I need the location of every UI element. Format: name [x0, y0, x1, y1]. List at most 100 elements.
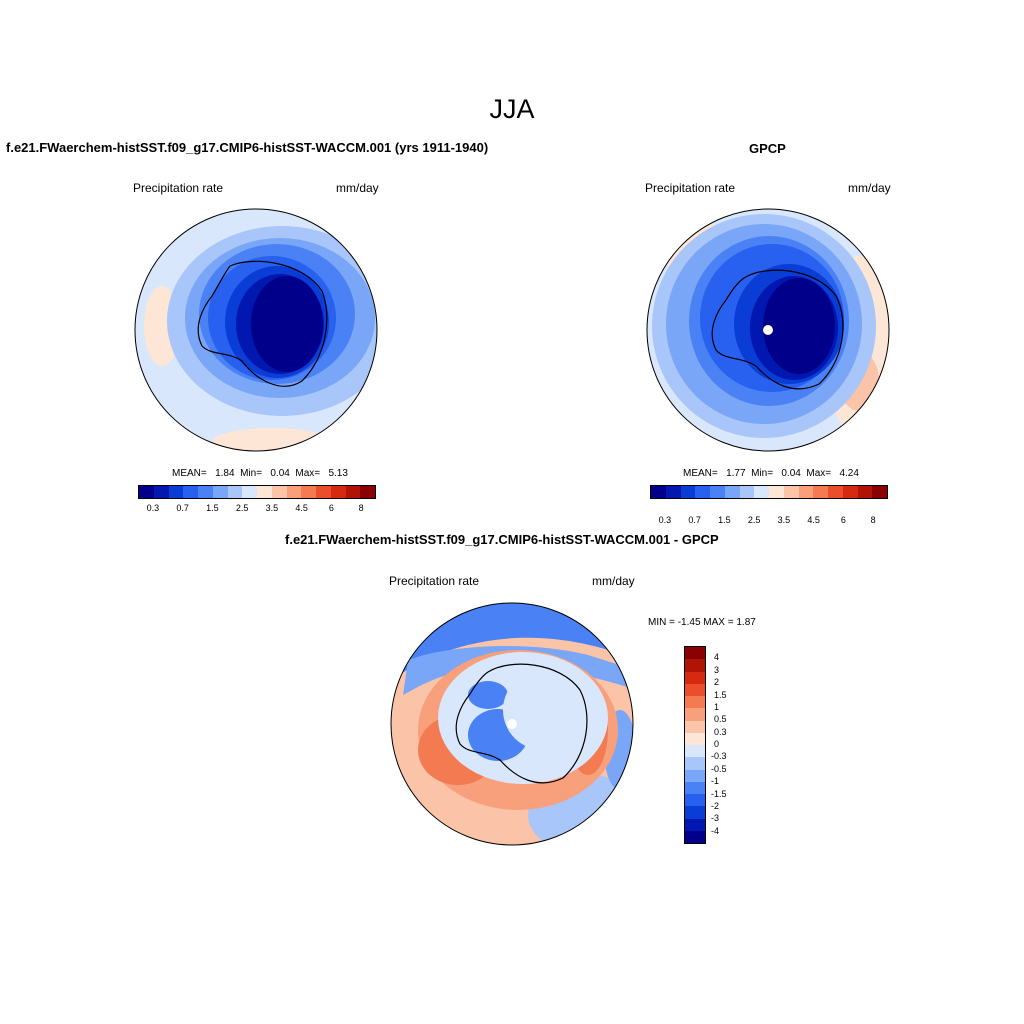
pole-missing-data: [763, 325, 773, 335]
colorbar-swatch: [685, 683, 705, 696]
colorbar-swatch: [739, 486, 755, 498]
colorbar-tick-label: -4: [711, 825, 720, 836]
precip-region: [251, 276, 323, 372]
colorbar-swatch: [710, 486, 725, 498]
colorbar-tick-label: 0.3: [658, 515, 672, 525]
colorbar-tick-label: 1: [714, 701, 720, 712]
precip-region: [503, 670, 583, 750]
colorbar-swatch: [724, 486, 740, 498]
left-colorbar-labels: 0.3 0.7 1.5 2.5 3.5 4.5 6 8: [138, 503, 374, 515]
colorbar-swatch: [242, 486, 257, 498]
left-variable-label: Precipitation rate: [133, 181, 224, 195]
colorbar-tick-label: 1.5: [206, 503, 219, 513]
colorbar-swatch: [227, 486, 243, 498]
colorbar-swatch: [316, 486, 331, 498]
left-colorbar: [138, 485, 376, 499]
right-colorbar-labels: 0.3 0.7 1.5 2.5 3.5 4.5 6 8: [650, 515, 886, 527]
diff-colorbar-labels: 4 3 2 1.5 1 0.5 0.3 0 -0.3 -0.5 -1 -1.5 -2 -3 -4: [711, 646, 751, 842]
left-units-label: mm/day: [336, 181, 379, 195]
map-border: [134, 208, 378, 452]
diff-colorbar: [684, 646, 706, 844]
right-colorbar: [650, 485, 888, 499]
colorbar-swatch: [685, 745, 705, 758]
colorbar-swatch: [665, 486, 681, 498]
colorbar-tick-label: 0: [714, 739, 720, 749]
colorbar-tick-label: -0.3: [711, 751, 727, 762]
colorbar-swatch: [345, 486, 361, 498]
colorbar-swatch: [685, 720, 705, 733]
colorbar-tick-label: 4.5: [807, 515, 820, 525]
colorbar-tick-label: 0.7: [176, 503, 189, 513]
diff-minmax: MIN = -1.45 MAX = 1.87: [648, 617, 756, 628]
colorbar-swatch: [685, 806, 705, 819]
colorbar-tick-label: 2.5: [235, 503, 249, 513]
colorbar-swatch: [685, 647, 705, 660]
colorbar-swatch: [330, 486, 346, 498]
colorbar-swatch: [813, 486, 828, 498]
colorbar-swatch: [685, 769, 705, 782]
precip-region: [391, 603, 633, 685]
colorbar-swatch: [685, 757, 705, 770]
colorbar-tick-label: -3: [711, 813, 720, 824]
colorbar-tick-label: 0.5: [714, 714, 727, 725]
pole-missing-data: [507, 719, 517, 729]
left-stats: MEAN= 1.84 Min= 0.04 Max= 5.13: [172, 468, 348, 479]
colorbar-tick-label: 2.5: [747, 515, 761, 525]
colorbar-swatch: [301, 486, 316, 498]
colorbar-swatch: [783, 486, 799, 498]
colorbar-swatch: [271, 486, 287, 498]
colorbar-swatch: [651, 486, 666, 498]
antarctica-coastline: [455, 663, 588, 784]
diff-panel-title: f.e21.FWaerchem-histSST.f09_g17.CMIP6-hi…: [285, 532, 719, 547]
precip-region: [763, 278, 835, 374]
colorbar-swatch: [183, 486, 198, 498]
right-panel-title: GPCP: [749, 141, 786, 156]
colorbar-swatch: [286, 486, 302, 498]
colorbar-swatch: [685, 818, 705, 831]
precip-region: [468, 681, 508, 709]
colorbar-swatch: [695, 486, 710, 498]
right-stats: MEAN= 1.77 Min= 0.04 Max= 4.24: [683, 468, 859, 479]
colorbar-swatch: [685, 671, 705, 684]
colorbar-swatch: [685, 732, 705, 745]
colorbar-tick-label: 3.5: [777, 515, 791, 525]
colorbar-swatch: [842, 486, 858, 498]
left-panel-title: f.e21.FWaerchem-histSST.f09_g17.CMIP6-hi…: [6, 140, 489, 155]
left-polar-map: [134, 208, 378, 452]
colorbar-swatch: [685, 830, 705, 843]
colorbar-tick-label: 0.3: [714, 726, 727, 737]
colorbar-swatch: [153, 486, 169, 498]
colorbar-swatch: [168, 486, 184, 498]
colorbar-swatch: [680, 486, 696, 498]
colorbar-tick-label: 0.7: [688, 515, 701, 525]
colorbar-tick-label: 1.5: [714, 689, 727, 700]
colorbar-tick-label: -1.5: [711, 788, 727, 799]
colorbar-tick-label: 0.3: [146, 503, 160, 513]
colorbar-swatch: [857, 486, 873, 498]
colorbar-swatch: [139, 486, 154, 498]
map-border: [390, 602, 634, 846]
colorbar-tick-label: 4.5: [295, 503, 308, 513]
colorbar-tick-label: 8: [358, 503, 364, 513]
colorbar-tick-label: -1: [711, 776, 720, 787]
colorbar-tick-label: 1.5: [718, 515, 731, 525]
colorbar-tick-label: 6: [840, 515, 846, 525]
antarctica-coastline: [711, 269, 844, 390]
right-units-label: mm/day: [848, 181, 891, 195]
super-title: JJA: [489, 94, 535, 124]
diff-variable-label: Precipitation rate: [389, 574, 480, 588]
antarctica-coastline: [197, 260, 328, 387]
colorbar-tick-label: 4: [714, 652, 720, 663]
colorbar-swatch: [754, 486, 769, 498]
precip-region: [403, 645, 633, 695]
colorbar-swatch: [828, 486, 843, 498]
right-variable-label: Precipitation rate: [645, 181, 736, 195]
colorbar-tick-label: 6: [328, 503, 334, 513]
colorbar-tick-label: -2: [711, 800, 720, 811]
colorbar-swatch: [198, 486, 213, 498]
colorbar-swatch: [872, 486, 887, 498]
colorbar-swatch: [685, 708, 705, 721]
colorbar-tick-label: 3.5: [265, 503, 279, 513]
colorbar-swatch: [257, 486, 272, 498]
colorbar-tick-label: 2: [714, 677, 720, 688]
